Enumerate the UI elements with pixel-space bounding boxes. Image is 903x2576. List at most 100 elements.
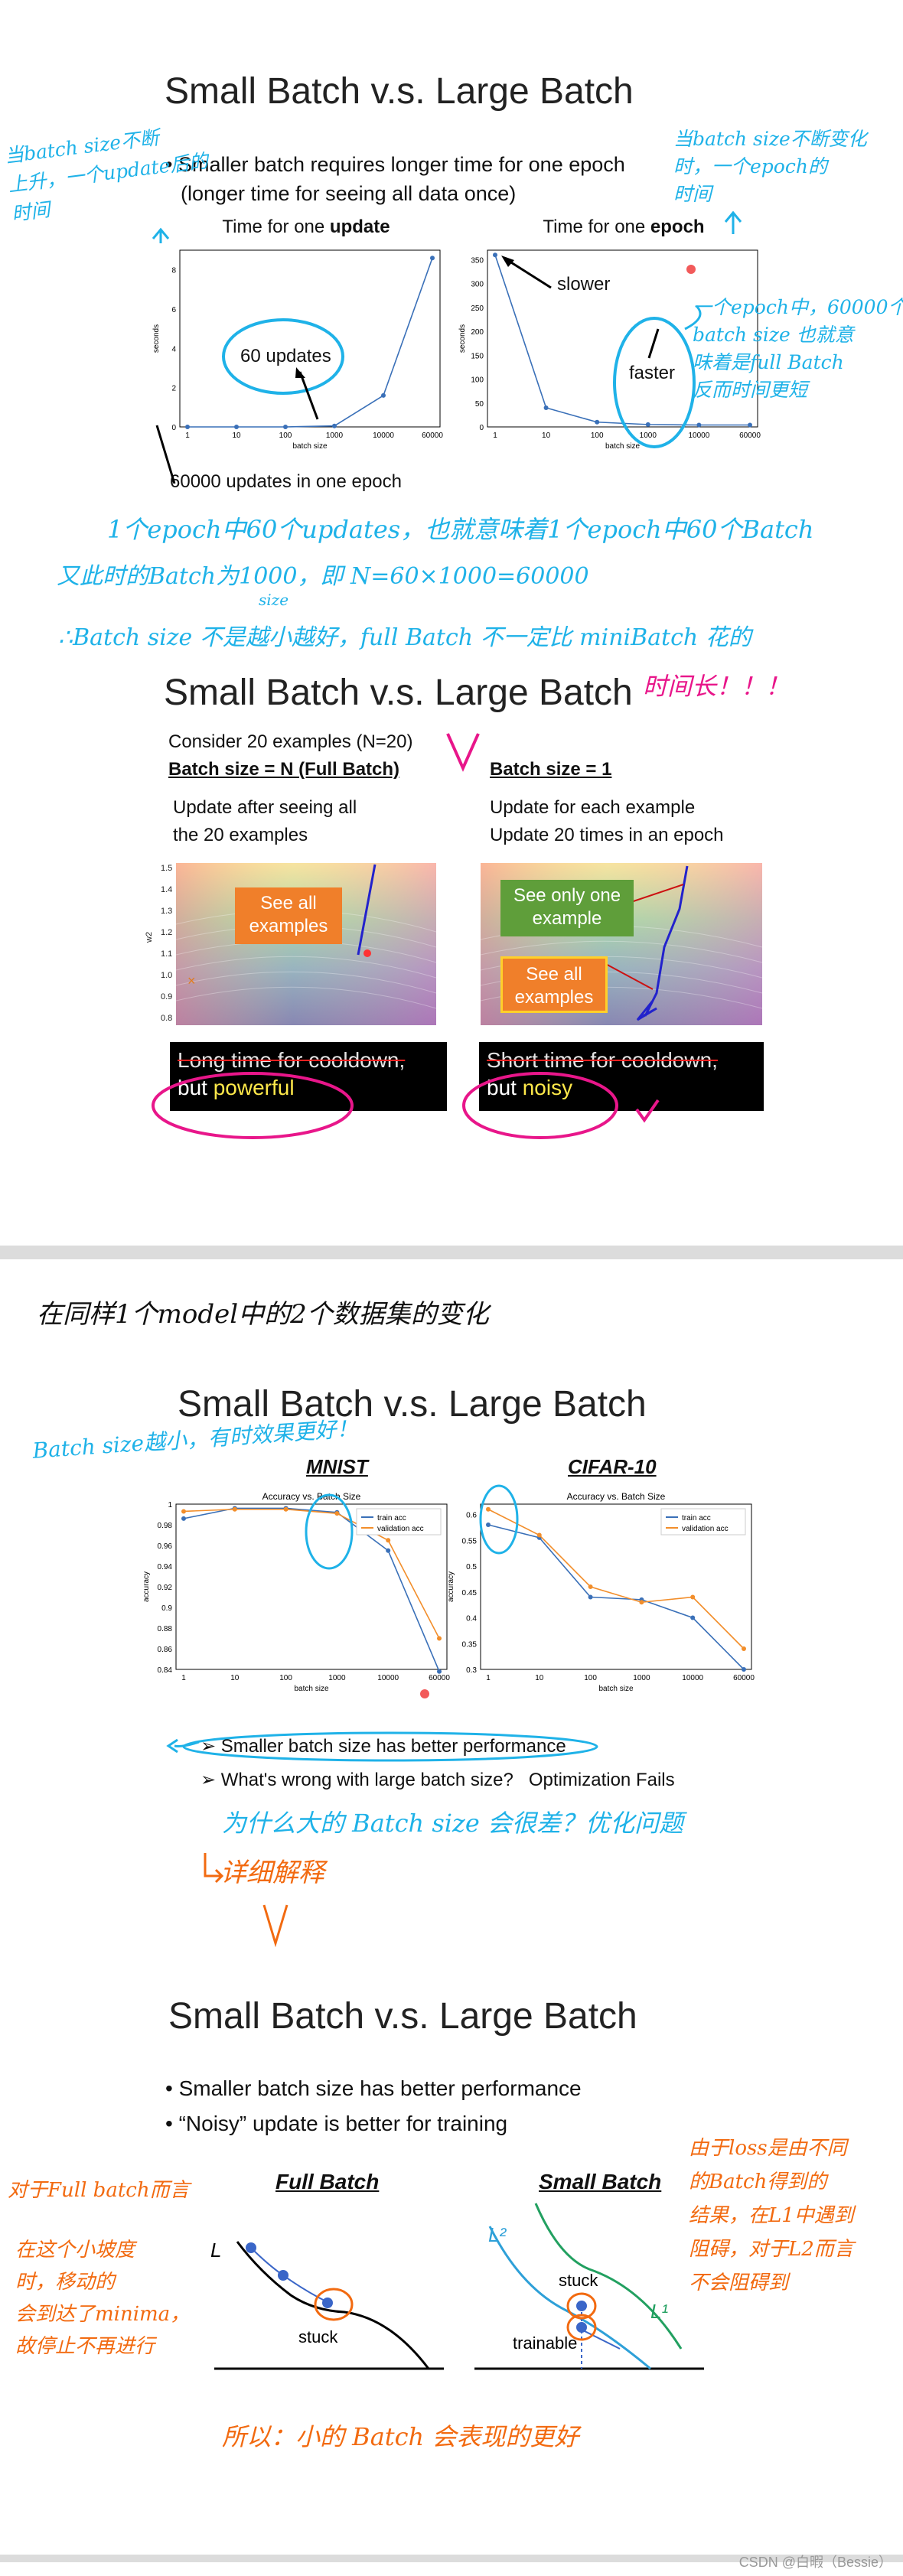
y-tick-label: 350	[471, 256, 484, 265]
y-tick-label: 0.88	[158, 1625, 173, 1633]
y-tick-label: 0.5	[466, 1563, 477, 1571]
cifar-label: CIFAR-10	[568, 1455, 657, 1478]
data-point	[742, 1646, 746, 1651]
ink-circle-stuck-small	[566, 2292, 597, 2320]
data-point	[437, 1636, 442, 1641]
right-band-hl: noisy	[522, 1076, 573, 1099]
full-arrow-path	[250, 2247, 327, 2302]
small-L1-label: L¹	[650, 2300, 668, 2323]
mnist-label: MNIST	[306, 1455, 368, 1478]
data-point	[334, 1511, 340, 1516]
chart-title-epoch-pre: Time for one	[543, 217, 650, 237]
x-tick-label: 1	[493, 432, 497, 440]
mnist-accuracy-chart: Accuracy vs. Batch Size 0.84 0.86 0.88 0.9 0.…	[142, 1491, 450, 1693]
svg-text:1.0: 1.0	[161, 971, 172, 980]
slide3-bullet2-post: Optimization Fails	[528, 1770, 675, 1790]
bullet-dot: •	[165, 153, 178, 176]
y-tick-label: 150	[471, 352, 484, 360]
y-tick-label: 8	[171, 267, 176, 275]
ink-circle-bullet	[182, 1731, 598, 1762]
svg-text:1.4: 1.4	[161, 885, 172, 894]
legend-label: validation acc	[377, 1525, 424, 1533]
slide2-right-head: Batch size = 1	[490, 759, 612, 780]
x-tick-label: 10000	[377, 1674, 399, 1682]
y-tick-label: 50	[475, 400, 484, 409]
slide2-consider: Consider 20 examples (N=20)	[168, 731, 413, 752]
small-stuck-label: stuck	[559, 2271, 598, 2290]
slide1-bullet-line2: (longer time for seeing all data once)	[181, 182, 517, 205]
data-point	[536, 1532, 542, 1538]
slide2-ink-circles	[152, 1072, 660, 1139]
ink-arrow-slower	[504, 257, 552, 289]
y-tick-label: 0.4	[466, 1615, 477, 1623]
slide1-bullet-line1: Smaller batch requires longer time for o…	[178, 153, 625, 176]
data-point	[588, 1584, 593, 1589]
hw-right-mid: 一个epoch中，60000个 batch size 也就意 味着是full B…	[693, 296, 903, 401]
legend-box	[660, 1508, 746, 1536]
full-stuck-label: stuck	[298, 2327, 338, 2346]
data-point	[588, 1594, 593, 1600]
data-point	[595, 419, 600, 425]
y-tick-label: 0.92	[158, 1584, 173, 1592]
left-band-hl: powerful	[213, 1076, 295, 1099]
svg-text:1.2: 1.2	[161, 928, 172, 937]
ink-circle-60updates	[222, 318, 344, 395]
data-point	[185, 425, 190, 429]
legend-label: train acc	[682, 1514, 711, 1522]
svg-text:0.8: 0.8	[161, 1014, 172, 1023]
small-arrow-right	[582, 2330, 621, 2350]
ink-red-dot	[686, 265, 696, 274]
left-yticks: 1.5 1.4 1.3 1.2 1.1 1.0 0.9 0.8	[161, 864, 172, 1023]
series-line	[487, 1509, 745, 1649]
loss-curves-diagram: L stuck L² L¹ stuck trainable	[210, 2203, 704, 2370]
data-point	[386, 1538, 391, 1543]
cifar-accuracy-chart: Accuracy vs. Batch Size 0.3 0.35 0.4 0.45 0.5…	[447, 1491, 755, 1693]
y-tick-label: 0.9	[161, 1604, 172, 1613]
legend-box	[356, 1508, 442, 1536]
ink-arrow-60updates	[298, 371, 319, 420]
ink-circle-cifar-start	[479, 1484, 519, 1555]
hw-bottom4: 时间长！！！	[643, 672, 791, 701]
slide1-title: Small Batch v.s. Large Batch	[165, 71, 634, 112]
ink-circle-mnist-drop	[305, 1493, 354, 1570]
slide-full-vs-one: Small Batch v.s. Large Batch Consider 20…	[0, 658, 903, 1209]
y-tick-label: 300	[471, 281, 484, 289]
left-ylabel: w2	[145, 932, 154, 943]
x-tick-label: 1000	[328, 1674, 346, 1682]
slide-time-per-epoch: Small Batch v.s. Large Batch • Smaller b…	[0, 0, 903, 701]
x-tick-label: 10	[232, 432, 241, 440]
annot-faster: faster	[629, 363, 676, 383]
data-point	[181, 1509, 186, 1514]
svg-text:0.9: 0.9	[161, 992, 172, 1001]
slide4-bullet2-text: “Noisy” update is better for training	[178, 2112, 508, 2135]
slide3-hw-question: 为什么大的 Batch size 会很差？优化问题	[222, 1809, 683, 1838]
y-tick-label: 0.98	[158, 1522, 173, 1530]
chart-title-epoch-bold: epoch	[650, 217, 705, 237]
right-band-line1: Short time for cooldown,	[487, 1048, 718, 1072]
data-point	[430, 256, 435, 261]
slide2-left-desc2: the 20 examples	[173, 825, 308, 845]
hw-bottom2-size: size	[259, 591, 289, 609]
slide3-bullet2: ➢ What's wrong with large batch size? Op…	[200, 1769, 675, 1791]
data-point	[486, 1522, 491, 1527]
y-tick-label: 6	[171, 306, 176, 314]
mid-note: 在同样1个model中的2个数据集的变化	[37, 1299, 489, 1330]
slide-mnist-cifar: Small Batch v.s. Large Batch Batch size越…	[0, 1369, 903, 1948]
x-tick-label: 10000	[688, 432, 709, 440]
x-tick-label: 1	[185, 432, 190, 440]
x-tick-label: 10	[542, 432, 551, 440]
y-tick-label: 2	[171, 385, 176, 393]
x-tick-label: 100	[584, 1674, 597, 1682]
ink-circle-faster	[613, 317, 696, 448]
left-band-line2: but powerful	[178, 1074, 439, 1102]
plot-frame	[175, 1503, 448, 1670]
data-point	[386, 1548, 391, 1553]
slide2-right-desc1: Update for each example	[490, 797, 696, 818]
y-tick-label: 0	[479, 424, 484, 432]
hw-right-top: 当batch size不断变化 时，一个epoch的 时间	[673, 128, 867, 205]
ink-circle-train-small	[566, 2314, 597, 2341]
see-only-one-box: See only one example	[500, 880, 634, 936]
slide2-left-head: Batch size = N (Full Batch)	[168, 759, 400, 780]
full-batch-label: Full Batch	[275, 2170, 380, 2193]
slide4-hw-right: 由于loss是由不同 的Batch得到的 结果，在L1中遇到 阻碍，对于L2而言…	[689, 2137, 854, 2294]
